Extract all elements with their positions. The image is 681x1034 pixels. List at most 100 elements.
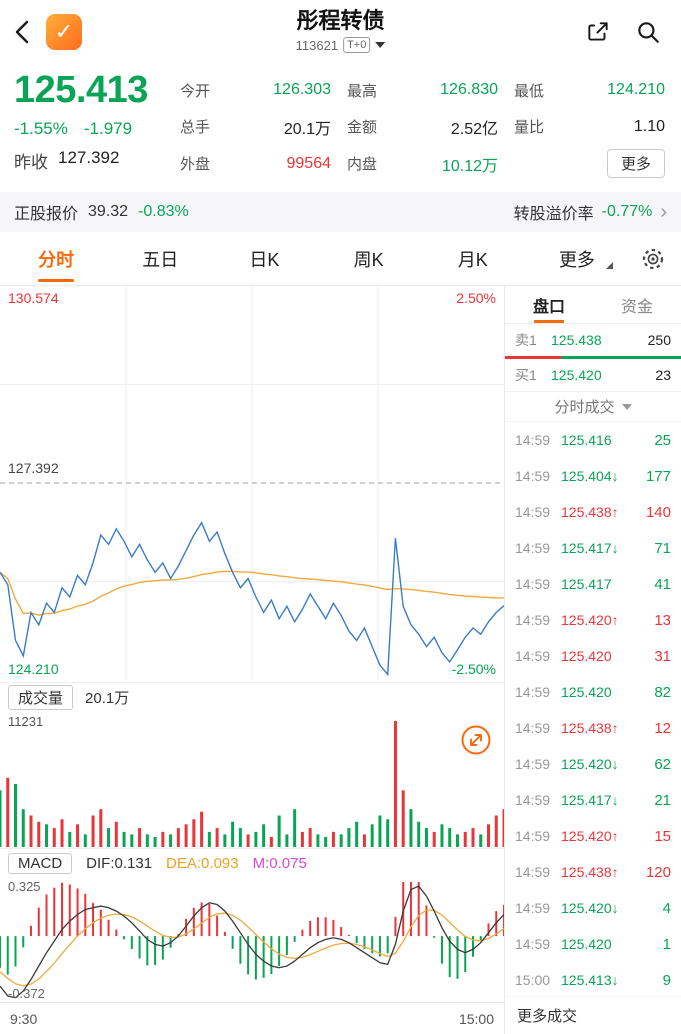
intraday-chart[interactable]: 130.574 2.50% 127.392 124.210 -2.50% bbox=[0, 286, 504, 682]
trade-time: 15:00 bbox=[515, 972, 551, 988]
trade-row[interactable]: 14:59 125.417 41 bbox=[505, 566, 681, 602]
trade-row[interactable]: 14:59 125.420 1 bbox=[505, 926, 681, 962]
trades-header[interactable]: 分时成交 bbox=[505, 392, 681, 422]
trade-row[interactable]: 14:59 125.416 25 bbox=[505, 422, 681, 458]
trade-price: 125.420 bbox=[561, 684, 612, 700]
trade-row[interactable]: 14:59 125.417↓ 71 bbox=[505, 530, 681, 566]
tab-five-day[interactable]: 五日 bbox=[142, 249, 179, 270]
chart-tabs: 分时 五日 日K 周K 月K 更多 bbox=[0, 232, 681, 286]
stat-open: 今开 126.303 bbox=[180, 72, 331, 109]
premium-value: -0.77% bbox=[601, 203, 653, 220]
ask-row[interactable]: 卖1 125.438 250 bbox=[505, 324, 681, 356]
trade-price: 125.413↓ bbox=[561, 972, 619, 988]
stat-high: 最高 126.830 bbox=[347, 72, 498, 109]
tab-weekly-k[interactable]: 周K bbox=[353, 249, 384, 270]
trade-time: 14:59 bbox=[515, 540, 551, 556]
time-axis: 9:30 15:00 bbox=[0, 1002, 504, 1034]
stat-label: 总手 bbox=[180, 119, 211, 137]
trade-row[interactable]: 14:59 125.420 82 bbox=[505, 674, 681, 710]
macd-scale-top: 0.325 bbox=[8, 879, 41, 894]
trade-price: 125.420 bbox=[561, 936, 612, 952]
trade-row[interactable]: 14:59 125.420↓ 62 bbox=[505, 746, 681, 782]
trade-row[interactable]: 14:59 125.417↓ 21 bbox=[505, 782, 681, 818]
volume-header: 成交量 20.1万 bbox=[0, 682, 504, 712]
trade-qty: 62 bbox=[654, 755, 671, 773]
current-price: 125.413 bbox=[14, 69, 148, 111]
stat-volume-ratio: 量比 1.10 bbox=[514, 109, 665, 146]
trade-price: 125.420↓ bbox=[561, 756, 619, 772]
stat-label: 外盘 bbox=[180, 156, 211, 174]
macd-chart[interactable]: 0.325 -0.372 bbox=[0, 878, 504, 1002]
change-amount: -1.979 bbox=[83, 119, 133, 138]
tab-daily-k[interactable]: 日K bbox=[249, 249, 280, 270]
bid-label: 买1 bbox=[515, 367, 537, 383]
chevron-right-icon: › bbox=[660, 201, 667, 223]
ratio-green-segment bbox=[561, 356, 681, 359]
trades-header-label: 分时成交 bbox=[554, 399, 615, 416]
more-trades-link[interactable]: 更多成交 bbox=[505, 996, 681, 1034]
trade-price: 125.417↓ bbox=[561, 792, 619, 808]
trade-row[interactable]: 14:59 125.438↑ 12 bbox=[505, 710, 681, 746]
bid-price: 125.420 bbox=[551, 367, 602, 383]
trade-time: 14:59 bbox=[515, 504, 551, 520]
trades-list: 14:59 125.416 25 14:59 125.404↓ 177 14:59 125.4… bbox=[505, 422, 681, 996]
trade-price: 125.420↑ bbox=[561, 612, 619, 628]
stock-quote-change: -0.83% bbox=[138, 203, 189, 220]
more-button[interactable]: 更多 bbox=[606, 149, 665, 179]
back-button[interactable] bbox=[0, 13, 42, 51]
volume-chart[interactable]: 11231 bbox=[0, 712, 504, 848]
trade-row[interactable]: 14:59 125.438↑ 120 bbox=[505, 854, 681, 890]
panel-tab-funds[interactable]: 资金 bbox=[620, 298, 653, 316]
settings-button[interactable] bbox=[629, 232, 677, 285]
macd-label[interactable]: MACD bbox=[8, 853, 73, 874]
trade-qty: 71 bbox=[654, 539, 671, 557]
volume-label[interactable]: 成交量 bbox=[8, 685, 74, 710]
trade-time: 14:59 bbox=[515, 756, 551, 772]
trade-price: 125.438↑ bbox=[561, 864, 619, 880]
bond-info-bar[interactable]: 正股报价 39.32 -0.83% 转股溢价率 -0.77% › bbox=[0, 192, 681, 232]
stat-amount: 金额 2.52亿 bbox=[347, 109, 498, 146]
trade-row[interactable]: 14:59 125.420↑ 15 bbox=[505, 818, 681, 854]
macd-dea-value: DEA:0.093 bbox=[166, 855, 239, 872]
gear-icon bbox=[642, 248, 664, 269]
chart-high-label: 130.574 bbox=[8, 290, 59, 306]
macd-dif-value: DIF:0.131 bbox=[86, 855, 153, 872]
bid-row[interactable]: 买1 125.420 23 bbox=[505, 359, 681, 391]
trade-row[interactable]: 14:59 125.420↑ 13 bbox=[505, 602, 681, 638]
change-line: -1.55% -1.979 bbox=[14, 119, 178, 139]
trade-row[interactable]: 14:59 125.404↓ 177 bbox=[505, 458, 681, 494]
stat-volume: 总手 20.1万 bbox=[180, 109, 331, 146]
tab-intraday[interactable]: 分时 bbox=[4, 232, 108, 285]
trade-time: 14:59 bbox=[515, 684, 551, 700]
time-start: 9:30 bbox=[10, 1010, 38, 1027]
trade-price: 125.438↑ bbox=[561, 720, 619, 736]
charts-area: 130.574 2.50% 127.392 124.210 -2.50% 成交量… bbox=[0, 286, 505, 1034]
volume-scale: 11231 bbox=[8, 714, 44, 729]
trade-row[interactable]: 14:59 125.420↓ 4 bbox=[505, 890, 681, 926]
trade-qty: 82 bbox=[654, 683, 671, 701]
search-icon[interactable] bbox=[635, 19, 661, 45]
stat-label: 内盘 bbox=[347, 156, 378, 174]
tab-monthly-k[interactable]: 月K bbox=[457, 249, 488, 270]
share-icon[interactable] bbox=[585, 19, 611, 45]
trade-time: 14:59 bbox=[515, 828, 551, 844]
macd-m-value: M:0.075 bbox=[252, 855, 307, 872]
trade-price: 125.416 bbox=[561, 432, 612, 448]
panel-tab-orderbook[interactable]: 盘口 bbox=[505, 286, 593, 323]
trade-row[interactable]: 15:00 125.413↓ 9 bbox=[505, 962, 681, 996]
trade-qty: 21 bbox=[654, 791, 671, 809]
ask-label: 卖1 bbox=[515, 332, 537, 348]
expand-button[interactable] bbox=[460, 724, 492, 756]
change-percent: -1.55% bbox=[14, 119, 68, 138]
panel-tabs: 盘口 资金 bbox=[505, 286, 681, 324]
trade-row[interactable]: 14:59 125.438↑ 140 bbox=[505, 494, 681, 530]
trade-qty: 140 bbox=[645, 503, 671, 521]
stat-value: 124.210 bbox=[607, 81, 665, 99]
trade-time: 14:59 bbox=[515, 900, 551, 916]
app-logo-icon[interactable]: ✓ bbox=[46, 14, 82, 50]
trade-row[interactable]: 14:59 125.420 31 bbox=[505, 638, 681, 674]
tab-more[interactable]: 更多 bbox=[525, 232, 629, 285]
stat-label: 量比 bbox=[514, 119, 545, 137]
security-code[interactable]: 113621 T+0 bbox=[296, 37, 386, 53]
trade-time: 14:59 bbox=[515, 792, 551, 808]
